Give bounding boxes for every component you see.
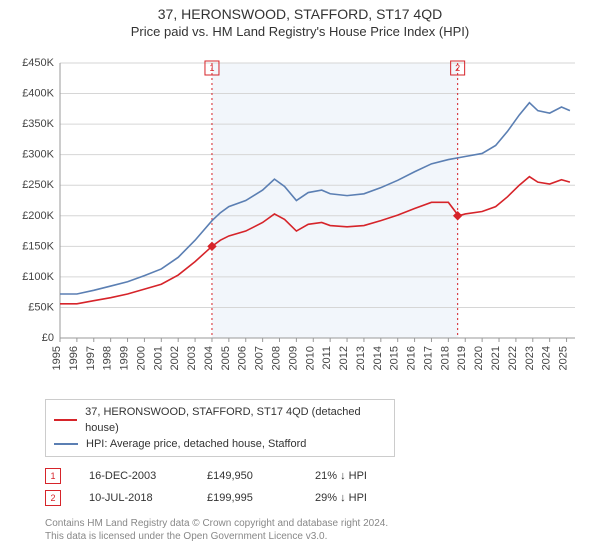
sales-table: 1 16-DEC-2003 £149,950 21% ↓ HPI 2 10-JUL-201… (45, 465, 600, 509)
sale-date: 10-JUL-2018 (89, 487, 179, 509)
svg-text:2020: 2020 (473, 346, 485, 370)
svg-text:£400K: £400K (22, 88, 54, 100)
footnote-line-1: Contains HM Land Registry data © Crown c… (45, 517, 600, 530)
svg-text:2007: 2007 (254, 346, 266, 370)
legend-swatch (54, 443, 78, 445)
svg-text:2019: 2019 (456, 346, 468, 370)
svg-text:2021: 2021 (490, 346, 502, 370)
svg-text:2005: 2005 (220, 346, 232, 370)
svg-text:2017: 2017 (422, 346, 434, 370)
svg-text:1995: 1995 (51, 346, 63, 370)
sale-price: £199,995 (207, 487, 287, 509)
svg-text:2006: 2006 (237, 346, 249, 370)
sale-row: 1 16-DEC-2003 £149,950 21% ↓ HPI (45, 465, 600, 487)
legend: 37, HERONSWOOD, STAFFORD, ST17 4QD (deta… (45, 399, 395, 457)
legend-label: HPI: Average price, detached house, Staf… (86, 436, 306, 452)
svg-text:£200K: £200K (22, 210, 54, 222)
legend-item: 37, HERONSWOOD, STAFFORD, ST17 4QD (deta… (54, 404, 386, 436)
svg-text:2025: 2025 (558, 346, 570, 370)
sale-delta: 29% ↓ HPI (315, 487, 367, 509)
legend-item: HPI: Average price, detached house, Staf… (54, 436, 386, 452)
svg-text:2014: 2014 (372, 346, 384, 370)
svg-text:2013: 2013 (355, 346, 367, 370)
line-chart-svg: £0 £50K £100K £150K £200K £250K £300K £350K £400… (15, 43, 585, 393)
svg-text:1: 1 (209, 63, 214, 73)
sale-marker: 1 (45, 468, 61, 484)
svg-text:£350K: £350K (22, 118, 54, 130)
svg-text:£50K: £50K (28, 301, 54, 313)
svg-text:2008: 2008 (271, 346, 283, 370)
chart-title: 37, HERONSWOOD, STAFFORD, ST17 4QD (0, 0, 600, 22)
legend-swatch (54, 419, 77, 421)
svg-text:£0: £0 (42, 332, 54, 344)
svg-text:2004: 2004 (203, 346, 215, 370)
svg-text:1999: 1999 (119, 346, 131, 370)
svg-text:2009: 2009 (287, 346, 299, 370)
sale-row: 2 10-JUL-2018 £199,995 29% ↓ HPI (45, 487, 600, 509)
svg-text:£100K: £100K (22, 271, 54, 283)
svg-text:2022: 2022 (507, 346, 519, 370)
svg-text:£300K: £300K (22, 149, 54, 161)
svg-text:2012: 2012 (338, 346, 350, 370)
legend-label: 37, HERONSWOOD, STAFFORD, ST17 4QD (deta… (85, 404, 386, 436)
svg-text:2010: 2010 (304, 346, 316, 370)
chart-subtitle: Price paid vs. HM Land Registry's House … (0, 22, 600, 43)
svg-text:2002: 2002 (169, 346, 181, 370)
svg-text:2: 2 (455, 63, 460, 73)
footnote-line-2: This data is licensed under the Open Gov… (45, 530, 600, 543)
sale-price: £149,950 (207, 465, 287, 487)
footnote: Contains HM Land Registry data © Crown c… (45, 517, 600, 543)
svg-text:2000: 2000 (135, 346, 147, 370)
svg-text:1998: 1998 (102, 346, 114, 370)
sale-date: 16-DEC-2003 (89, 465, 179, 487)
svg-text:1997: 1997 (85, 346, 97, 370)
svg-text:£250K: £250K (22, 179, 54, 191)
svg-text:2023: 2023 (524, 346, 536, 370)
sale-marker: 2 (45, 490, 61, 506)
svg-text:2001: 2001 (152, 346, 164, 370)
svg-text:2011: 2011 (321, 346, 333, 370)
svg-text:2018: 2018 (439, 346, 451, 370)
svg-text:1996: 1996 (68, 346, 80, 370)
svg-text:2024: 2024 (541, 346, 553, 370)
svg-text:£450K: £450K (22, 57, 54, 69)
svg-text:2016: 2016 (406, 346, 418, 370)
svg-text:£150K: £150K (22, 240, 54, 252)
svg-text:2015: 2015 (389, 346, 401, 370)
chart-area: £0 £50K £100K £150K £200K £250K £300K £350K £400… (15, 43, 585, 393)
svg-text:2003: 2003 (186, 346, 198, 370)
sale-delta: 21% ↓ HPI (315, 465, 367, 487)
